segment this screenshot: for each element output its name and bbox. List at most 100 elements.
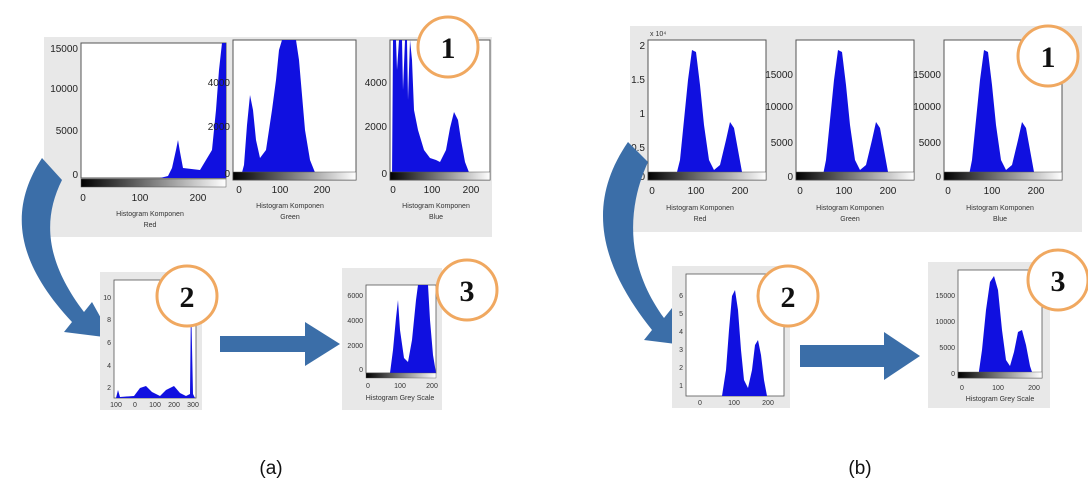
step-number: 3 bbox=[1051, 265, 1066, 298]
step-1-badge: 1 bbox=[416, 15, 480, 79]
y-tick: 2000 bbox=[208, 122, 231, 133]
step-1-badge: 1 bbox=[1016, 24, 1080, 88]
x-tick: 200 bbox=[762, 400, 774, 407]
y-tick: 4 bbox=[107, 363, 111, 370]
y-tick: 8 bbox=[107, 317, 111, 324]
histogram-caption: Histogram Komponen bbox=[402, 203, 470, 210]
x-tick: 200 bbox=[314, 185, 331, 196]
y-tick: 6 bbox=[679, 293, 683, 300]
histogram-caption: Histogram Komponen bbox=[116, 211, 184, 218]
y-tick: 4000 bbox=[208, 78, 231, 89]
x-tick: 0 bbox=[366, 383, 370, 390]
y-tick: 4000 bbox=[347, 318, 363, 325]
x-tick: 0 bbox=[236, 185, 242, 196]
y-tick: 0 bbox=[639, 172, 645, 183]
y-tick: 6000 bbox=[347, 293, 363, 300]
x-tick: 0 bbox=[133, 402, 137, 409]
panel-b-green-bars bbox=[822, 50, 892, 180]
y-tick: 15000 bbox=[765, 70, 793, 81]
y-tick: 0 bbox=[381, 169, 387, 180]
x-tick: 200 bbox=[880, 186, 897, 197]
y-tick: 0 bbox=[359, 367, 363, 374]
x-tick: 100 bbox=[394, 383, 406, 390]
step-number: 1 bbox=[1041, 41, 1056, 74]
x-tick: 100 bbox=[272, 185, 289, 196]
panel-a-green-histogram: 4000 2000 0 0 100 200 Histogram Komponen… bbox=[208, 39, 357, 221]
panel-b-green-histogram: 15000 10000 5000 0 0 100 200 Histogram K… bbox=[765, 39, 915, 223]
histogram-caption: Red bbox=[694, 216, 707, 223]
x-tick: 0 bbox=[960, 385, 964, 392]
panel-b-step2-histogram: 6 5 4 3 2 1 0 100 200 bbox=[672, 266, 790, 408]
x-tick: 100 bbox=[688, 186, 705, 197]
x-tick: 100 bbox=[836, 186, 853, 197]
y-tick: 5 bbox=[679, 311, 683, 318]
step-number: 2 bbox=[781, 281, 796, 314]
y-tick: 5000 bbox=[939, 345, 955, 352]
histogram-caption: Histogram Komponen bbox=[256, 203, 324, 210]
histogram-caption: Red bbox=[144, 222, 157, 229]
x-tick: 200 bbox=[463, 185, 480, 196]
y-tick: 15000 bbox=[913, 70, 941, 81]
y-tick: 6 bbox=[107, 340, 111, 347]
x-tick: 0 bbox=[698, 400, 702, 407]
x-tick: 200 bbox=[732, 186, 749, 197]
panel-b-blue-bars bbox=[968, 50, 1038, 180]
y-tick: 1.5 bbox=[631, 75, 645, 86]
histogram-caption: Histogram Grey Scale bbox=[366, 395, 435, 402]
x-tick: 100 bbox=[132, 193, 149, 204]
y-tick: 2000 bbox=[365, 122, 388, 133]
panel-label: (b) bbox=[848, 458, 871, 479]
x-tick: 200 bbox=[190, 193, 207, 204]
y-tick: 5000 bbox=[56, 126, 79, 137]
y-tick: 1 bbox=[679, 383, 683, 390]
histogram-caption: Green bbox=[280, 214, 300, 221]
panel-a-green-bars bbox=[240, 40, 322, 180]
x-tick: 300 bbox=[187, 402, 199, 409]
histogram-caption: Histogram Komponen bbox=[816, 205, 884, 212]
y-tick: 4 bbox=[679, 329, 683, 336]
y-tick: 0 bbox=[951, 371, 955, 378]
step-number: 1 bbox=[441, 32, 456, 65]
y-tick: 0 bbox=[72, 170, 78, 181]
panel-b-step2-bars bbox=[722, 290, 767, 396]
panel-b-step3-bars bbox=[978, 276, 1034, 378]
x-tick: 100 bbox=[992, 385, 1004, 392]
histogram-caption: Blue bbox=[429, 214, 443, 221]
histogram-caption: Blue bbox=[993, 216, 1007, 223]
x-tick: 100 bbox=[110, 402, 122, 409]
y-tick: 2 bbox=[679, 365, 683, 372]
x-tick: 200 bbox=[426, 383, 438, 390]
straight-arrow bbox=[220, 322, 340, 366]
y-tick: 15000 bbox=[936, 293, 956, 300]
y-tick: 10000 bbox=[50, 84, 78, 95]
y-tick: 2000 bbox=[347, 343, 363, 350]
histogram-caption: Green bbox=[840, 216, 860, 223]
y-tick: 10000 bbox=[913, 102, 941, 113]
x-tick: 200 bbox=[168, 402, 180, 409]
y-tick: 0 bbox=[787, 172, 793, 183]
x-tick: 200 bbox=[1028, 385, 1040, 392]
curved-arrow bbox=[603, 142, 692, 346]
panel-a-blue-bars bbox=[392, 40, 476, 180]
histogram-caption: Histogram Grey Scale bbox=[966, 396, 1035, 403]
panel-b-blue-histogram: 15000 10000 5000 0 0 100 200 Histogram K… bbox=[913, 39, 1063, 223]
x-tick: 0 bbox=[80, 193, 86, 204]
x-tick: 0 bbox=[945, 186, 951, 197]
panel-b: x 10⁴ 2 1.5 1 0.5 0 0 100 200 Histogram … bbox=[603, 24, 1088, 479]
y-tick: 0 bbox=[224, 169, 230, 180]
y-tick: 10000 bbox=[765, 102, 793, 113]
y-tick: 10 bbox=[103, 295, 111, 302]
y-tick: 5000 bbox=[771, 138, 794, 149]
step-number: 2 bbox=[180, 281, 195, 314]
x-tick: 0 bbox=[797, 186, 803, 197]
panel-a: 15000 10000 5000 0 0 100 200 Histogram K… bbox=[21, 15, 499, 479]
x-tick: 0 bbox=[390, 185, 396, 196]
y-tick: 5000 bbox=[919, 138, 942, 149]
y-exponent: x 10⁴ bbox=[650, 31, 666, 38]
y-tick: 3 bbox=[679, 347, 683, 354]
panel-a-red-histogram: 15000 10000 5000 0 0 100 200 Histogram K… bbox=[50, 42, 227, 229]
histogram-caption: Histogram Komponen bbox=[966, 205, 1034, 212]
step-number: 3 bbox=[460, 275, 475, 308]
x-tick: 200 bbox=[1028, 186, 1045, 197]
